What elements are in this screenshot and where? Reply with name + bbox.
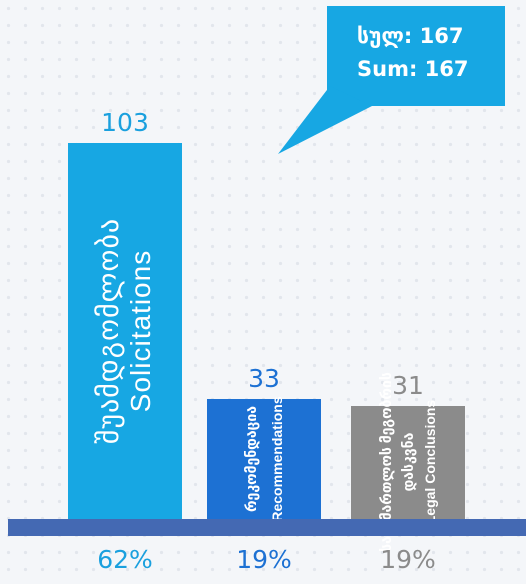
- bar-label-en: Solicitations: [125, 249, 156, 413]
- percent-label-legal-conclusions: 19%: [380, 545, 436, 574]
- bar-label-ka: რეკომენდაცია: [243, 405, 259, 512]
- bar-label-ka: შუამდგომლობა: [93, 217, 124, 445]
- bar-label-en: Recommendations: [269, 396, 285, 522]
- value-label-legal-conclusions: 31: [392, 370, 424, 400]
- total-en: Sum: 167: [357, 57, 469, 81]
- bar-label-recommendations: რეკომენდაცია Recommendations: [238, 396, 290, 521]
- baseline: [8, 519, 526, 536]
- total-callout: სულ: 167 Sum: 167: [327, 6, 505, 106]
- value-label-recommendations: 33: [248, 363, 280, 393]
- bar-legal-conclusions: სასამართლოს მეგობრის დასკვნა Legal Concl…: [351, 373, 465, 552]
- percent-label-solicitations: 62%: [97, 545, 153, 574]
- total-ka: სულ: 167: [357, 24, 464, 48]
- bar-recommendations: რეკომენდაცია Recommendations: [207, 396, 321, 521]
- bar-solicitations: შუამდგომლობა Solicitations: [68, 143, 182, 519]
- bar-label-solicitations: შუამდგომლობა Solicitations: [93, 218, 157, 444]
- percent-label-recommendations: 19%: [236, 545, 292, 574]
- value-label-solicitations: 103: [101, 108, 149, 137]
